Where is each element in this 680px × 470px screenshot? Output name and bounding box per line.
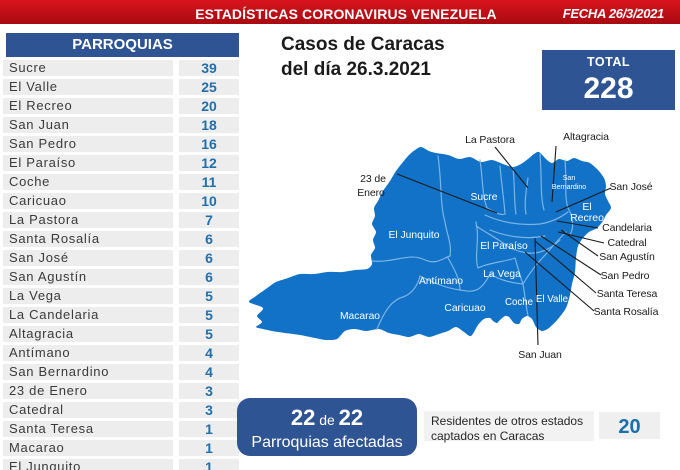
svg-text:Santa Teresa: Santa Teresa <box>597 288 658 300</box>
svg-text:El: El <box>582 201 591 213</box>
svg-text:Coche: Coche <box>505 297 533 308</box>
svg-text:Catedral: Catedral <box>608 237 647 249</box>
svg-text:23 de: 23 de <box>360 173 386 185</box>
svg-text:Santa Rosalía: Santa Rosalía <box>594 306 659 318</box>
svg-text:El Paraíso: El Paraíso <box>480 241 528 252</box>
svg-text:San: San <box>563 175 576 182</box>
svg-text:El Junquito: El Junquito <box>389 230 440 241</box>
svg-text:Caricuao: Caricuao <box>444 303 485 314</box>
svg-text:San José: San José <box>610 181 653 193</box>
svg-text:Altagracia: Altagracia <box>563 131 609 143</box>
svg-text:Sucre: Sucre <box>471 192 498 203</box>
svg-text:Macarao: Macarao <box>340 311 380 322</box>
svg-text:San Juan: San Juan <box>518 349 562 361</box>
svg-text:Bernardino: Bernardino <box>552 184 586 191</box>
svg-text:San Pedro: San Pedro <box>601 270 650 282</box>
svg-text:La Vega: La Vega <box>483 269 521 280</box>
svg-text:Enero: Enero <box>357 187 385 199</box>
svg-text:San Agustín: San Agustín <box>599 251 655 263</box>
svg-text:Antímano: Antímano <box>419 276 463 287</box>
svg-text:La Pastora: La Pastora <box>465 134 515 146</box>
svg-text:Recreo: Recreo <box>570 212 604 224</box>
svg-text:El Valle: El Valle <box>536 294 568 305</box>
svg-text:Candelaria: Candelaria <box>602 222 652 234</box>
